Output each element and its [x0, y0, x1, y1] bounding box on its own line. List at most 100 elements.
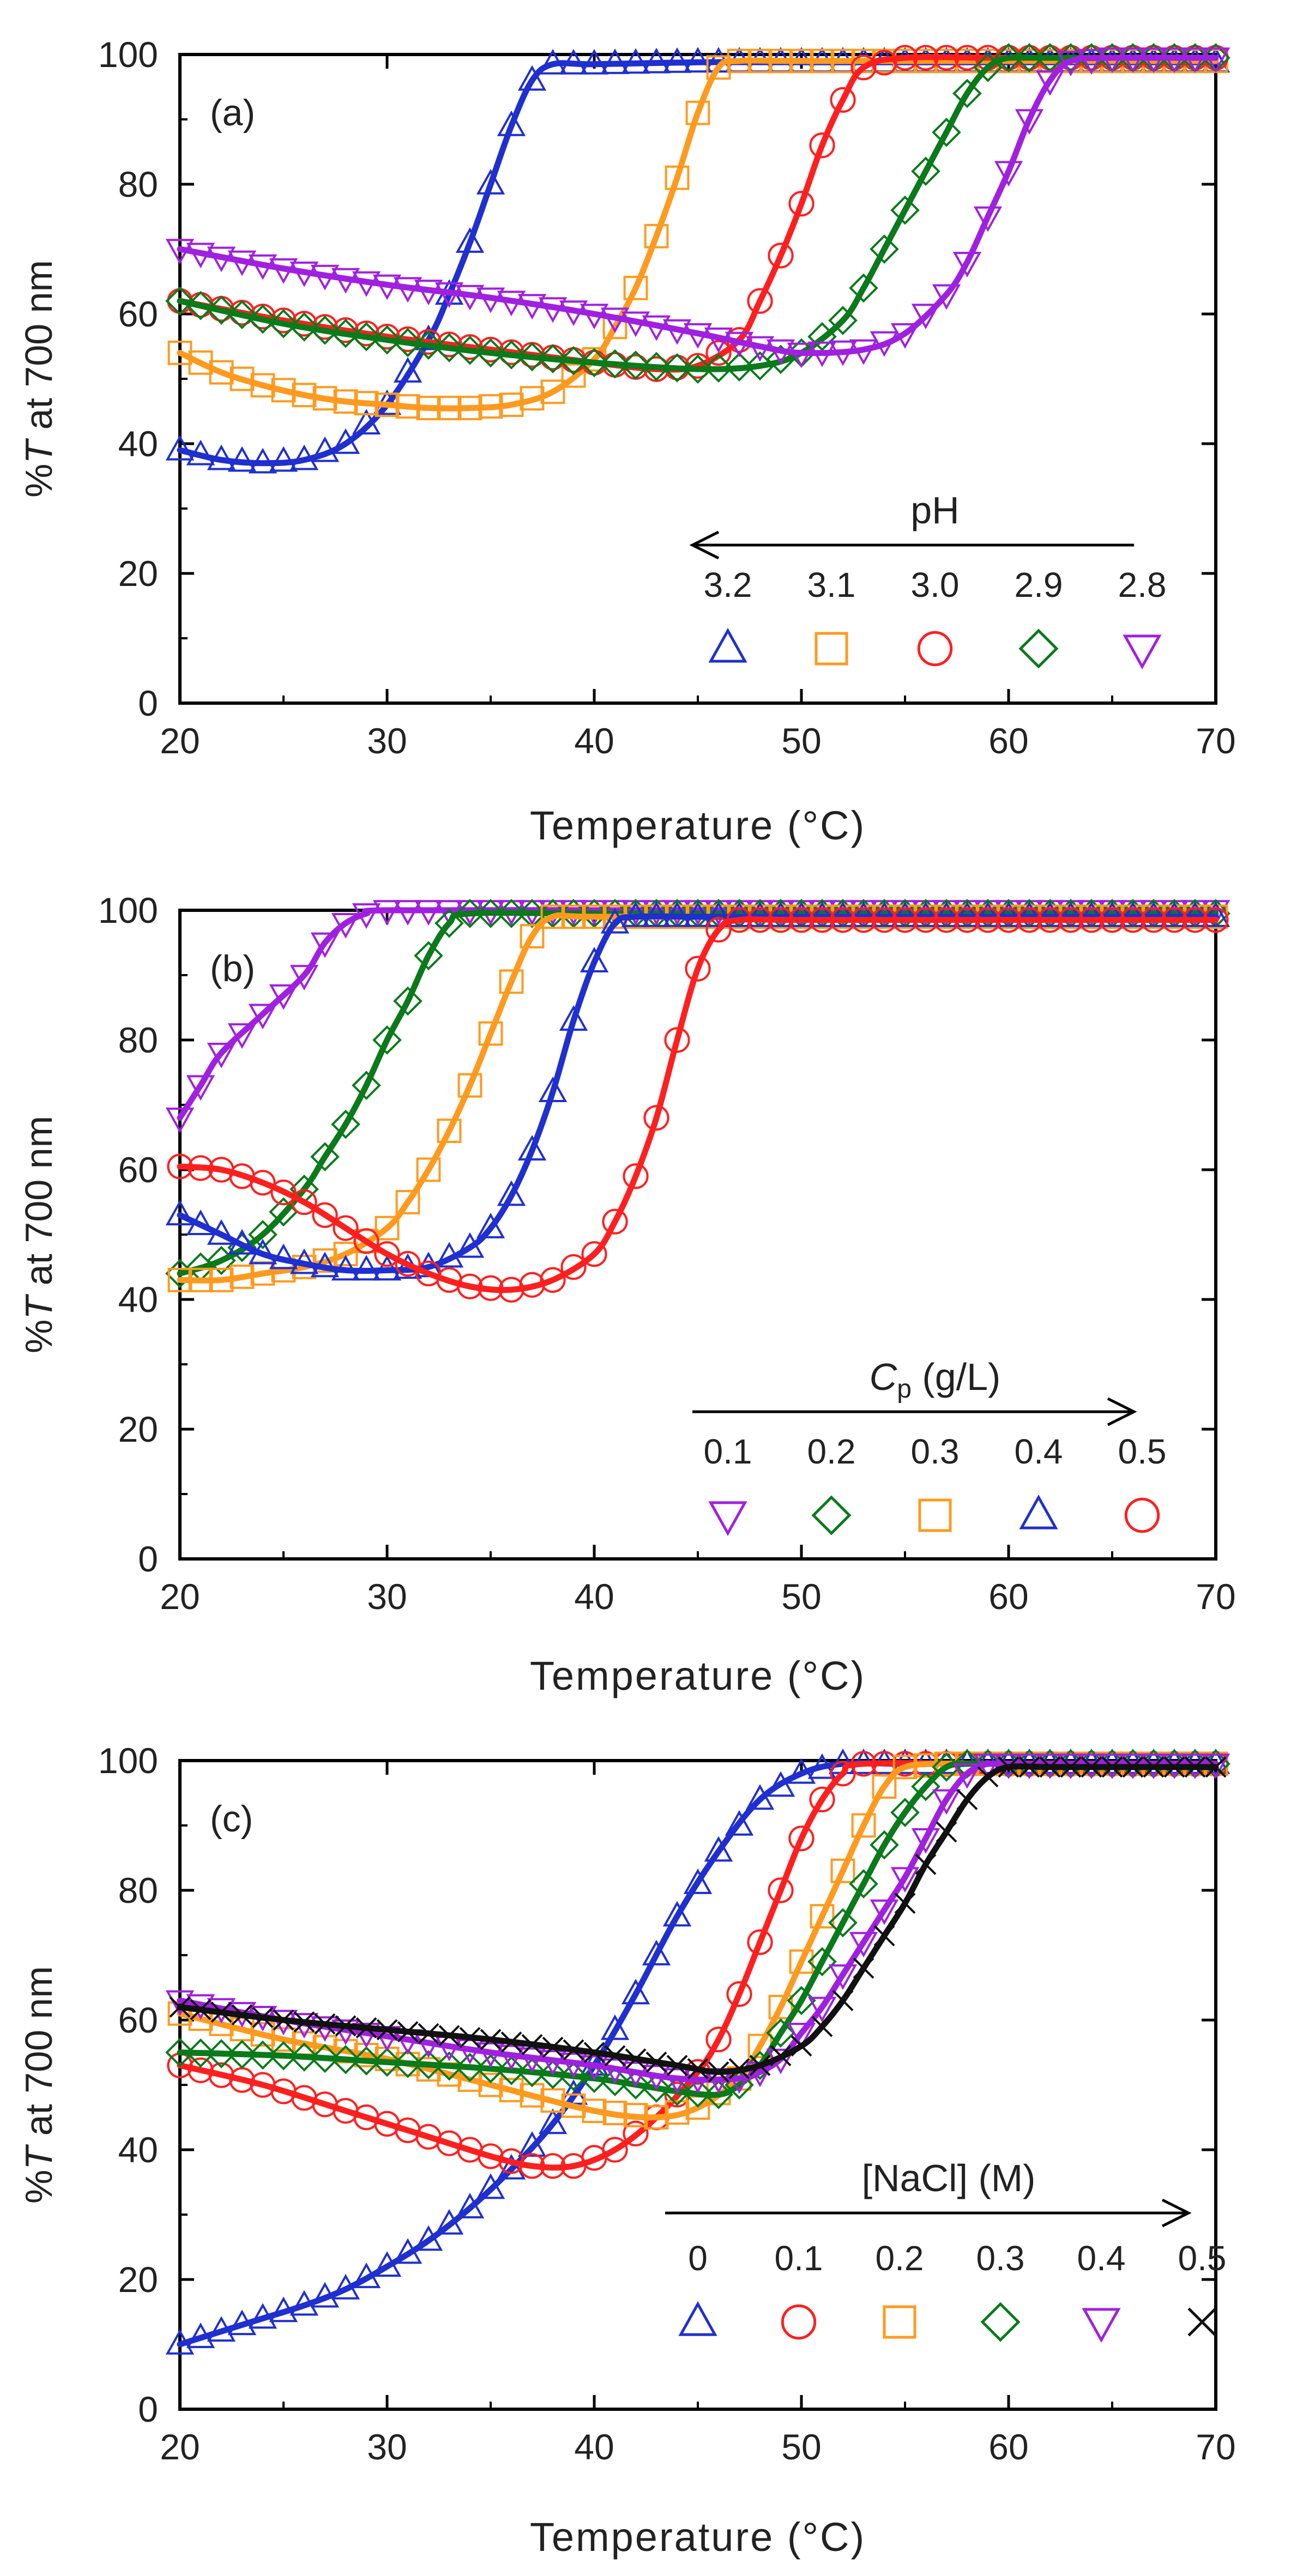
data-point [521, 2034, 543, 2055]
y-axis-title-suffix: at 700 nm [17, 260, 60, 440]
data-point [414, 2050, 443, 2079]
data-point [559, 2052, 588, 2078]
data-point [662, 47, 692, 73]
data-point [372, 1255, 402, 1281]
data-point [293, 2011, 315, 2033]
data-point [476, 338, 505, 368]
data-point [1077, 49, 1106, 75]
data-point [310, 315, 340, 345]
data-point [289, 2290, 319, 2316]
data-point [662, 901, 692, 927]
data-point [455, 285, 485, 311]
data-point [954, 907, 980, 933]
data-point [704, 1836, 733, 1862]
data-point [665, 165, 690, 190]
data-point [375, 392, 400, 417]
data-point [807, 322, 837, 352]
data-point [849, 273, 878, 303]
data-point [870, 234, 899, 264]
data-point [455, 335, 485, 365]
y-axis-title-var: T [17, 1294, 60, 1320]
data-point [849, 339, 878, 365]
series-curve [177, 910, 1219, 1277]
data-point [207, 2039, 236, 2069]
data-point [414, 941, 443, 971]
legend-title-rest: (g/L) [912, 1356, 1000, 1398]
data-point [352, 1255, 381, 1281]
data-point [208, 2062, 234, 2088]
x-tick-label: 40 [574, 2427, 614, 2467]
data-point [1180, 47, 1210, 74]
data-point [915, 1853, 937, 1875]
data-point [728, 2058, 750, 2079]
data-point [1101, 1756, 1123, 1778]
legend-arrow-head [1107, 1397, 1137, 1426]
data-point [642, 47, 671, 74]
data-point [497, 340, 526, 370]
data-point [186, 439, 215, 465]
y-tick-label: 80 [118, 1020, 158, 1060]
data-point [850, 1751, 877, 1777]
data-point [994, 901, 1023, 927]
data-point [828, 306, 858, 335]
y-axis-title: %T at 700 nm [17, 1116, 60, 1353]
series-curve [177, 1761, 1219, 2098]
data-point [973, 1753, 1003, 1780]
data-point [186, 1210, 215, 1235]
data-point [745, 1784, 775, 1810]
data-point [911, 1771, 940, 1801]
x-tick-label: 30 [367, 2427, 407, 2467]
data-point [414, 900, 443, 926]
data-point [457, 396, 482, 420]
data-point [374, 1241, 400, 1267]
data-point [457, 1073, 482, 1098]
data-point [393, 357, 423, 383]
data-point [770, 2045, 792, 2066]
data-point [498, 2148, 524, 2174]
legend-title: [NaCl] (M) [862, 2157, 1036, 2199]
y-axis-title-suffix: at 700 nm [17, 1966, 60, 2146]
legend-marker [811, 1495, 852, 1535]
data-point [1015, 901, 1044, 927]
data-point [560, 1254, 587, 1280]
data-point [540, 1267, 566, 1293]
data-point [230, 1264, 255, 1289]
legend-arrow-head [689, 530, 720, 560]
data-point [725, 331, 754, 358]
data-point [355, 2017, 377, 2039]
data-point [1139, 901, 1168, 927]
legend-value: 0.1 [704, 1432, 752, 1471]
data-point [642, 1939, 671, 1966]
legend-value: 0.4 [1015, 1432, 1063, 1471]
data-point [747, 1929, 773, 1955]
data-point [600, 349, 630, 379]
data-point [600, 49, 630, 74]
data-point [165, 434, 195, 461]
data-point [832, 1990, 854, 2011]
legend-title-sub: p [897, 1375, 912, 1404]
legend-marker [678, 2301, 717, 2336]
data-point [517, 342, 547, 372]
data-point [393, 2238, 423, 2264]
y-tick-label: 40 [118, 2130, 158, 2170]
data-point [643, 1105, 669, 1131]
data-point [476, 1213, 505, 1238]
data-point [871, 50, 897, 76]
data-point [683, 901, 713, 927]
data-point [165, 239, 195, 265]
data-point [994, 43, 1023, 72]
data-point [1201, 47, 1230, 74]
data-point [911, 901, 940, 927]
data-point [973, 901, 1003, 927]
data-point [954, 45, 980, 71]
data-point [165, 1990, 195, 2016]
data-point [372, 274, 402, 300]
data-point [1078, 907, 1105, 933]
y-axis-title-prefix: % [17, 464, 60, 498]
data-point [499, 969, 524, 994]
x-tick-label: 20 [160, 2427, 200, 2467]
data-point [580, 2064, 609, 2093]
data-point [438, 2025, 460, 2046]
data-point [497, 1180, 526, 1206]
